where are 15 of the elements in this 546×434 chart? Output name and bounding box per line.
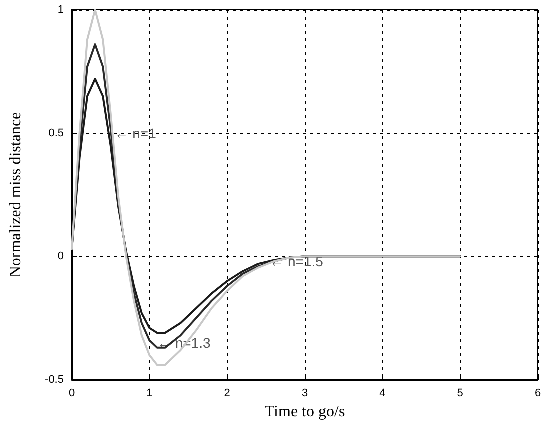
y-tick-label: 0 [58, 250, 64, 263]
y-tick-label: 1 [58, 4, 64, 16]
x-tick-label: 6 [534, 388, 542, 400]
x-tick-label: 2 [224, 388, 230, 400]
y-tick-label: 0.5 [48, 127, 64, 140]
y-axis-title: Normalized miss distance [8, 112, 24, 278]
x-axis-title: Time to go/s [264, 404, 346, 420]
annotation: ← n=1 [114, 125, 157, 142]
x-tick-label: 4 [380, 388, 386, 400]
x-tick-label: 0 [68, 388, 76, 400]
x-tick-label: 3 [302, 388, 308, 400]
x-tick-label: 1 [146, 388, 153, 400]
x-tick-label: 5 [457, 388, 464, 400]
annotation: ← n=1.5 [270, 254, 324, 270]
y-tick-label: -0.5 [45, 374, 64, 386]
